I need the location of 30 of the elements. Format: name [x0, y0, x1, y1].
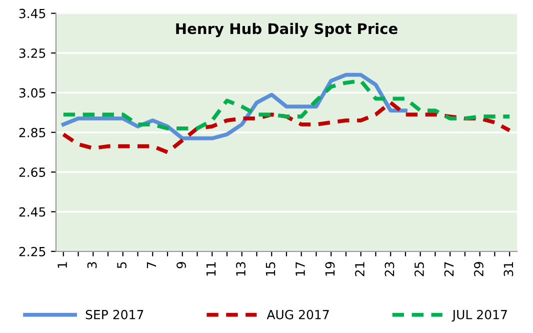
line-series	[61, 100, 512, 154]
x-tick-label: 25	[414, 262, 424, 276]
line-series	[61, 72, 408, 140]
legend-label: SEP 2017	[86, 310, 144, 320]
x-tick-label: 3	[87, 262, 97, 268]
x-tick-label: 17	[296, 262, 305, 276]
y-tick-label: 3.05	[19, 88, 46, 98]
x-tick-label: 5	[117, 262, 127, 268]
x-tick-label: 27	[444, 262, 454, 276]
legend-label: AUG 2017	[266, 310, 329, 320]
x-tick-label: 19	[325, 262, 335, 276]
x-tick-label: 7	[146, 262, 156, 268]
y-tick-label: 3.45	[19, 8, 46, 18]
x-tick-label: 9	[176, 262, 186, 268]
y-tick-label: 2.45	[19, 207, 46, 217]
x-tick-label: 31	[504, 262, 514, 276]
line-series	[61, 78, 512, 130]
x-tick-label: 1	[58, 262, 67, 268]
x-tick-label: 29	[474, 262, 484, 276]
legend-label: JUL 2017	[452, 310, 507, 322]
y-tick-label: 2.65	[19, 168, 46, 177]
y-tick-label: 2.25	[19, 246, 46, 256]
y-tick-label: 2.85	[19, 128, 46, 138]
x-tick-label: 13	[236, 262, 246, 276]
x-tick-label: 23	[384, 262, 394, 276]
y-tick-label: 3.25	[19, 48, 46, 58]
x-tick-label: 21	[355, 262, 364, 276]
text: Henry Hub Daily Spot Price	[176, 22, 398, 38]
x-tick-label: 15	[266, 262, 276, 276]
x-tick-label: 11	[206, 262, 216, 276]
